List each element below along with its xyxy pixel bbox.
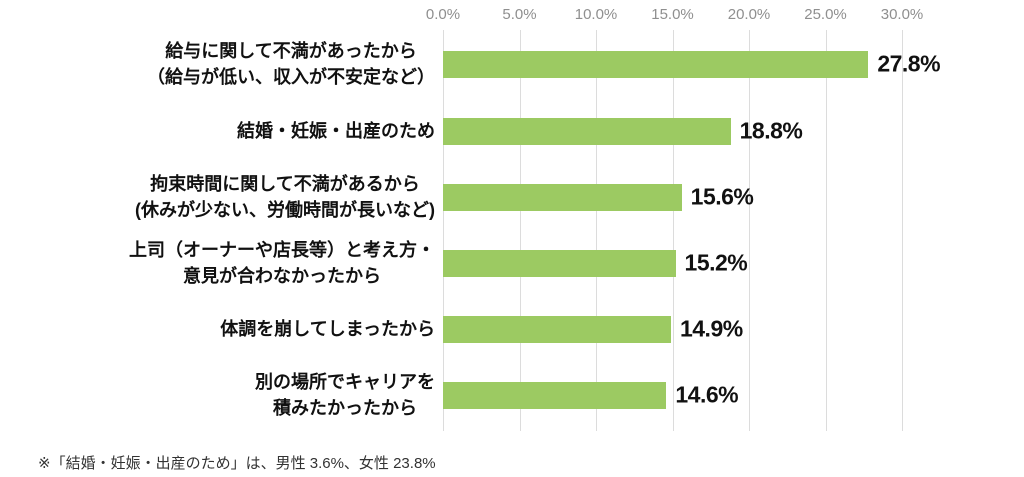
gridline bbox=[902, 30, 903, 431]
gridline bbox=[519, 30, 521, 431]
x-axis-tick-label: 20.0% bbox=[727, 6, 771, 23]
bar-value-label: 27.8% bbox=[877, 50, 941, 77]
bar bbox=[443, 315, 671, 343]
x-axis-tick-label: 15.0% bbox=[651, 6, 694, 23]
gridline bbox=[749, 30, 750, 431]
category-label: 結婚・妊娠・出産のため bbox=[237, 121, 435, 141]
category-label: 上司（オーナーや店長等）と考え方・ 意見が合わなかったから bbox=[129, 240, 435, 286]
bar-value-label: 18.8% bbox=[739, 117, 803, 144]
bar-value-label: 14.9% bbox=[679, 315, 743, 342]
x-axis-tick-label: 0.0% bbox=[425, 6, 461, 23]
bar bbox=[443, 50, 869, 78]
category-label-row: 別の場所でキャリアを 積みたかったから bbox=[0, 369, 435, 421]
bar-value-label: 15.2% bbox=[684, 249, 748, 276]
bar-value-label: 15.6% bbox=[690, 183, 754, 210]
x-axis-tick-label: 30.0% bbox=[880, 6, 924, 23]
category-label: 体調を崩してしまったから bbox=[220, 319, 435, 339]
x-axis-tick-label: 25.0% bbox=[804, 6, 847, 23]
gridline bbox=[443, 30, 444, 431]
gridline bbox=[825, 30, 827, 431]
x-axis-tick-label: 5.0% bbox=[502, 6, 537, 23]
category-label: 給与に関して不満があったから （給与が低い、収入が不安定など） bbox=[147, 41, 435, 87]
category-label-row: 給与に関して不満があったから （給与が低い、収入が不安定など） bbox=[0, 38, 435, 90]
category-label-row: 拘束時間に関して不満があるから (休みが少ない、労働時間が長いなど) bbox=[0, 171, 435, 223]
gridline bbox=[672, 30, 674, 431]
category-label-row: 上司（オーナーや店長等）と考え方・ 意見が合わなかったから bbox=[0, 237, 435, 289]
bar bbox=[443, 249, 676, 277]
category-label-row: 体調を崩してしまったから bbox=[0, 316, 435, 342]
bar bbox=[443, 117, 731, 145]
category-label: 拘束時間に関して不満があるから (休みが少ない、労働時間が長いなど) bbox=[135, 174, 435, 220]
bar bbox=[443, 381, 667, 409]
gridline bbox=[596, 30, 597, 431]
bar bbox=[443, 183, 682, 211]
x-axis-tick-label: 10.0% bbox=[574, 6, 618, 23]
footnote: ※「結婚・妊娠・出産のため」は、男性 3.6%、女性 23.8% bbox=[38, 455, 436, 472]
bar-value-label: 14.6% bbox=[675, 381, 739, 408]
category-label-row: 結婚・妊娠・出産のため bbox=[0, 118, 435, 144]
category-label: 別の場所でキャリアを 積みたかったから bbox=[255, 372, 435, 418]
